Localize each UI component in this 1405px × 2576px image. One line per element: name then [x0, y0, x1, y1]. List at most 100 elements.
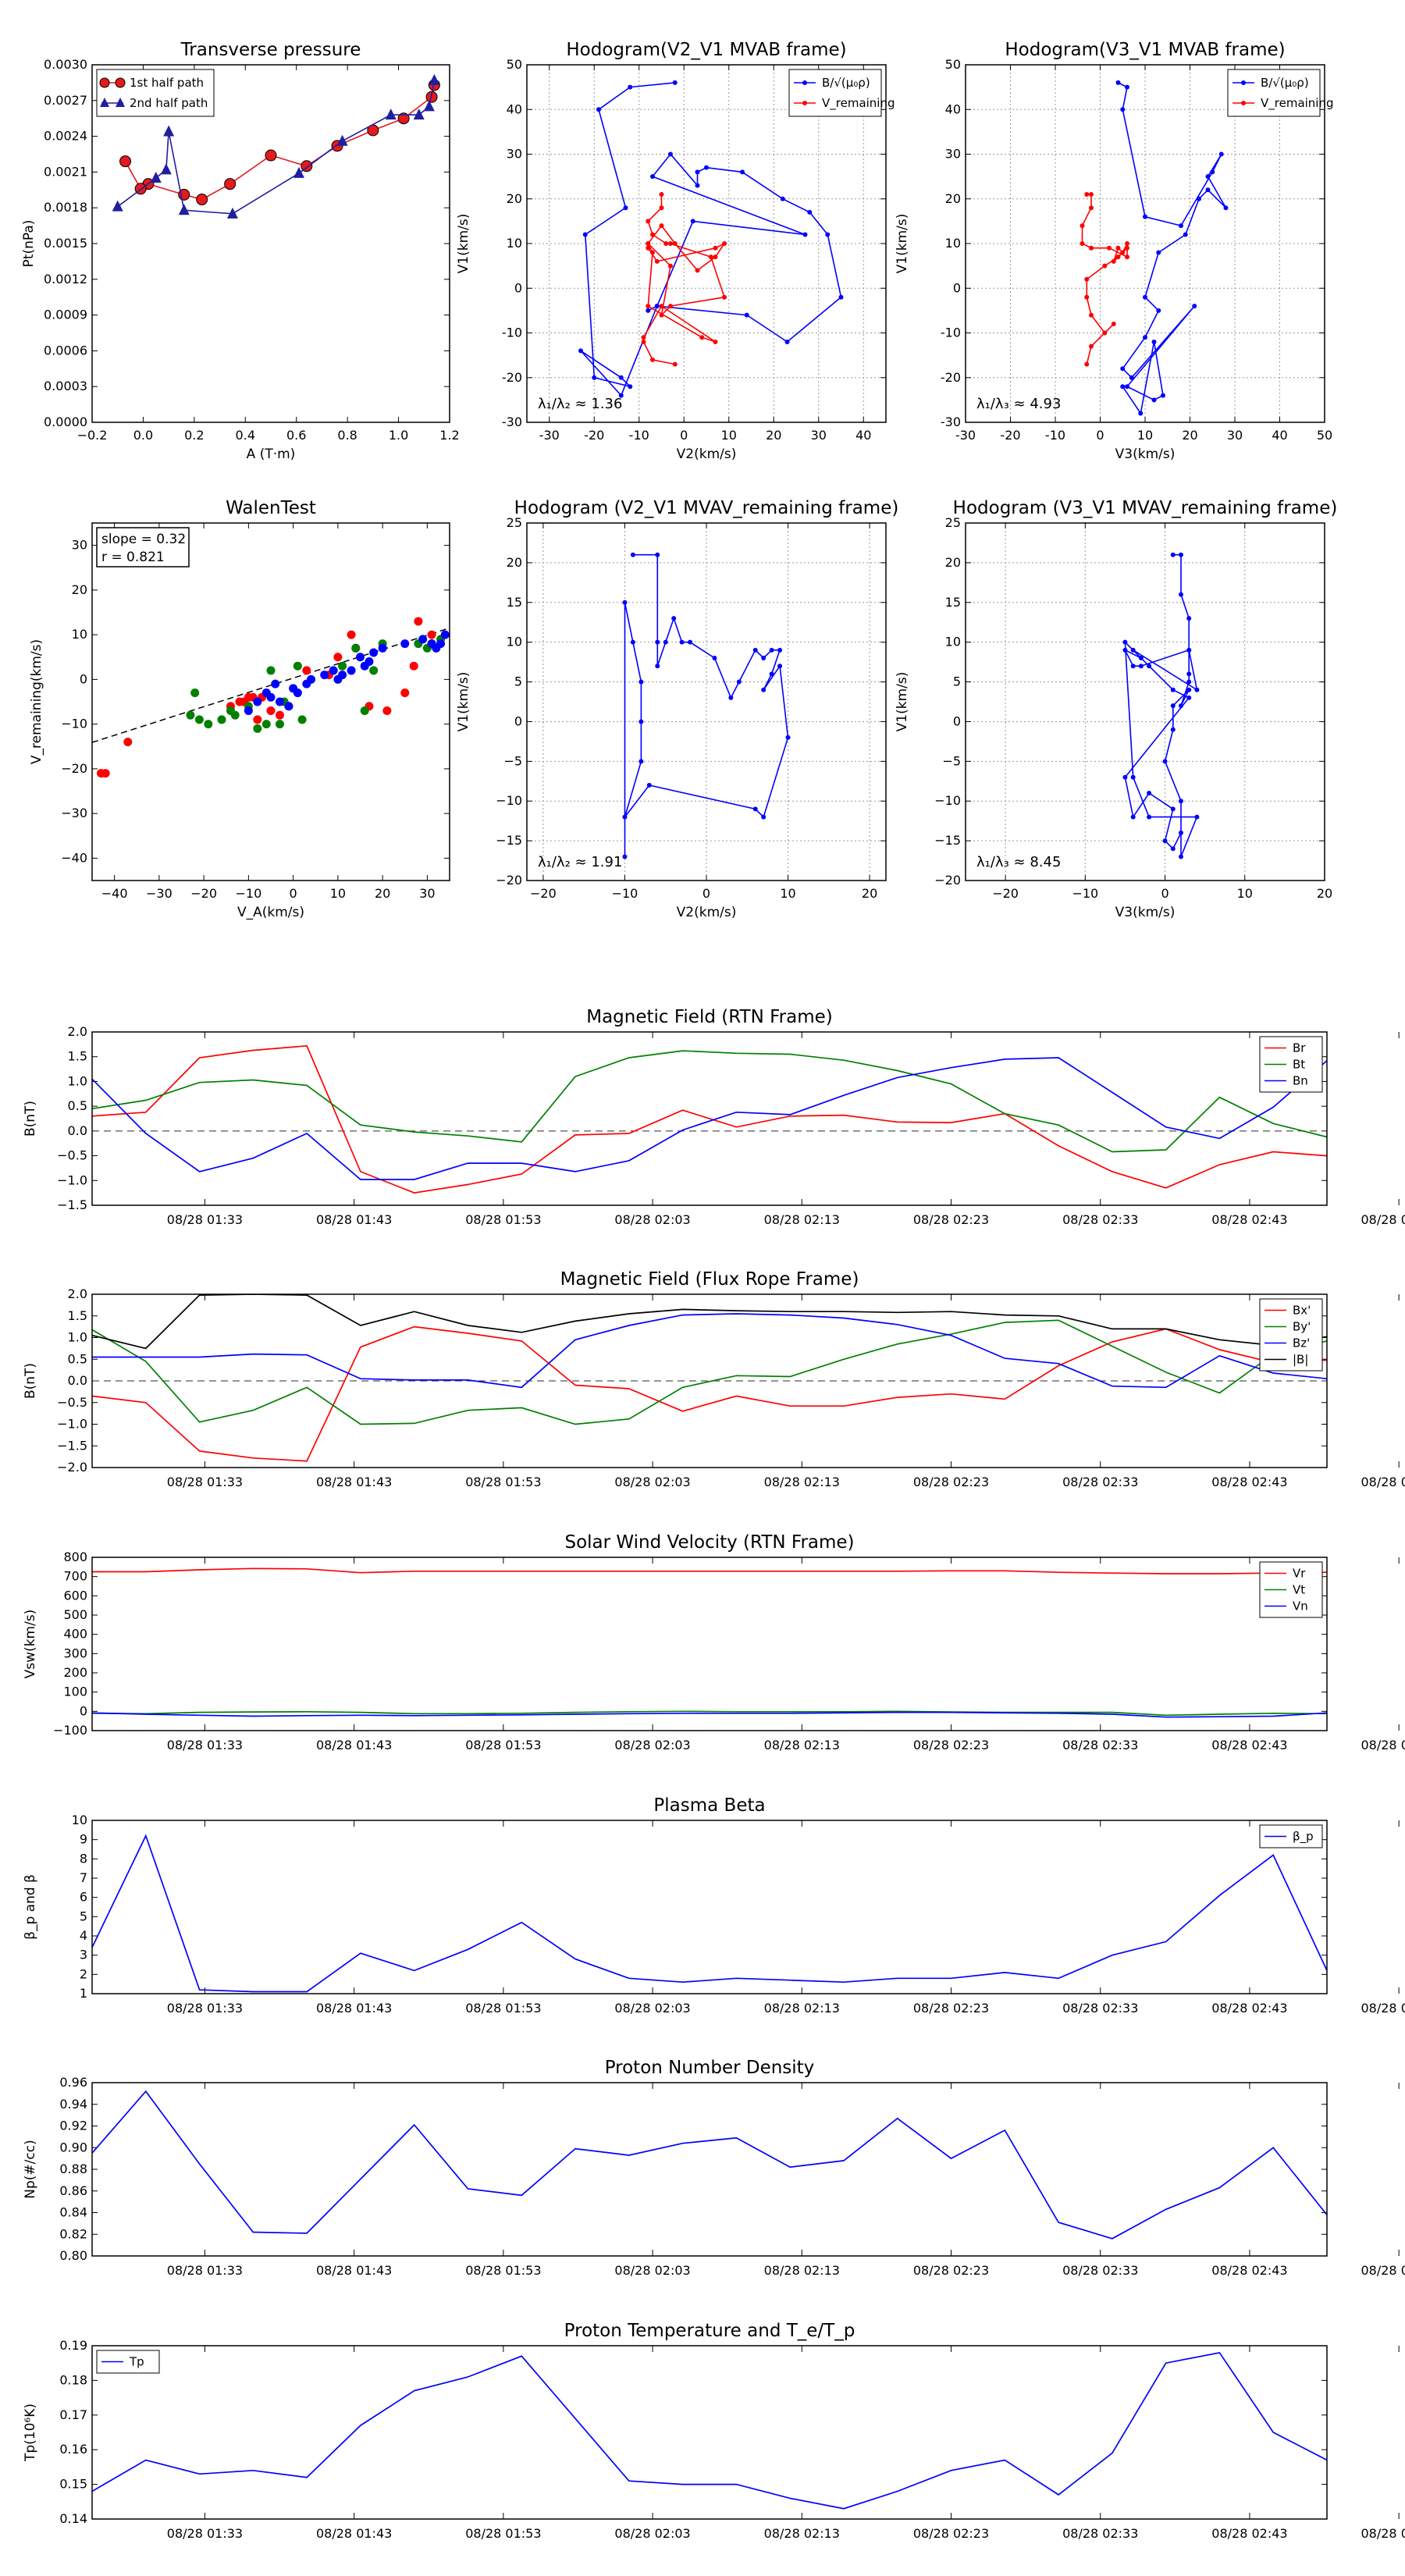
- y-tick-label: 0.0: [68, 1373, 87, 1388]
- data-point: [369, 666, 379, 675]
- data-point: [784, 339, 790, 344]
- x-tick-label: −0.2: [77, 428, 108, 443]
- data-point: [385, 109, 397, 120]
- y-tick-label: -20: [502, 370, 522, 385]
- data-point: [1147, 664, 1152, 669]
- y-tick-label: 40: [507, 101, 522, 116]
- legend-label: Tp: [129, 2355, 144, 2369]
- data-point: [659, 192, 664, 197]
- data-point: [623, 205, 628, 211]
- data-point: [360, 706, 369, 715]
- plot-frame: [965, 522, 1325, 881]
- data-point: [382, 706, 392, 715]
- y-tick-label: −10: [496, 793, 522, 808]
- data-point: [655, 552, 660, 557]
- series-p: [92, 1834, 1327, 1993]
- legend-label: By': [1293, 1320, 1311, 1334]
- data-point: [307, 674, 316, 684]
- data-point: [112, 200, 123, 212]
- data-point: [196, 194, 208, 206]
- legend-item-b: B/√(μ₀ρ): [794, 76, 870, 90]
- ratio-annotation: λ₁/λ₃ ≈ 8.45: [976, 854, 1061, 870]
- data-point: [708, 254, 713, 260]
- x-tick-label: 08/28 01:33: [167, 1212, 243, 1227]
- series-b: [92, 1294, 1327, 1350]
- series-2nd-half-path: [112, 73, 440, 219]
- plot-frame: [91, 2082, 1328, 2257]
- data-point: [641, 335, 646, 340]
- data-point: [628, 384, 633, 390]
- data-point: [695, 268, 700, 273]
- legend-item-vn: Vn: [1264, 1599, 1308, 1614]
- data-point: [659, 205, 664, 211]
- data-point: [650, 357, 655, 362]
- y-tick-label: 0.0030: [44, 57, 87, 72]
- y-tick-label: 20: [945, 555, 961, 570]
- y-tick-label: −10: [934, 793, 961, 808]
- data-point: [1122, 639, 1128, 645]
- data-point: [1186, 687, 1192, 692]
- data-point: [596, 107, 601, 112]
- data-point: [1125, 241, 1129, 246]
- ratio-annotation: λ₁/λ₂ ≈ 1.91: [538, 854, 622, 870]
- y-tick-label: 10: [507, 236, 522, 251]
- plot-frame: [91, 522, 450, 881]
- ratio-annotation: λ₁/λ₂ ≈ 1.36: [538, 396, 622, 412]
- stats-box: slope = 0.32 r = 0.821: [96, 527, 190, 568]
- data-point: [163, 125, 175, 137]
- data-point: [1161, 393, 1165, 398]
- data-point: [695, 169, 700, 175]
- legend-marker: [115, 77, 126, 88]
- data-point: [413, 109, 425, 120]
- y-tick-label: 200: [63, 1665, 87, 1680]
- data-point: [1205, 187, 1211, 193]
- series-bx: [92, 1325, 1327, 1462]
- data-point: [369, 648, 379, 657]
- data-point: [1089, 245, 1094, 251]
- y-tick-label: 1: [80, 1986, 87, 2001]
- legend-label: V_remaining: [1261, 96, 1334, 111]
- data-point: [622, 814, 628, 820]
- legend-marker: [99, 77, 110, 88]
- legend-item-1st-half-path: 1st half path: [99, 76, 204, 90]
- chart-hodo_v3_mvav: Hodogram (V3_V1 MVAV_remaining frame) −20…: [895, 498, 1337, 920]
- series-tp: [92, 2351, 1327, 2510]
- y-tick-label: −20: [61, 761, 87, 776]
- data-point: [722, 241, 727, 246]
- data-point: [1156, 308, 1161, 313]
- legend-marker: [802, 101, 807, 105]
- data-point: [1125, 384, 1129, 390]
- data-point: [266, 706, 276, 715]
- data-point: [1194, 687, 1200, 692]
- x-tick-label: 30: [1227, 428, 1243, 443]
- series-blue: [244, 630, 450, 715]
- data-point: [1130, 647, 1136, 653]
- data-point: [293, 166, 304, 178]
- y-tick-label: −100: [53, 1723, 87, 1738]
- data-point: [1210, 169, 1215, 175]
- data-point: [1151, 397, 1157, 403]
- data-point: [253, 715, 262, 724]
- data-point: [1125, 84, 1129, 90]
- data-point: [119, 155, 132, 168]
- data-point: [266, 692, 276, 702]
- y-tick-label: 0.96: [59, 2075, 87, 2090]
- y-tick-label: −40: [61, 850, 87, 865]
- legend-item-bx: Bx': [1264, 1304, 1311, 1318]
- y-tick-label: -30: [502, 415, 522, 429]
- plot-frame: [91, 2345, 1328, 2520]
- series-v-remaining: [641, 192, 727, 367]
- y-axis-label: V1(km/s): [895, 214, 910, 274]
- legend-marker: [1241, 80, 1246, 85]
- x-tick-label: 40: [855, 428, 871, 443]
- data-point: [1186, 679, 1192, 685]
- chart-hodo_v3_mvab: Hodogram(V3_V1 MVAB frame) -30 -20 -10 0 10 20…: [895, 40, 1334, 462]
- legend-item-bn: Bn: [1264, 1074, 1308, 1088]
- data-point: [1089, 192, 1094, 197]
- x-tick-label: -30: [539, 428, 560, 443]
- x-tick-label: 08/28 02:53: [1361, 2001, 1405, 2016]
- plot-area: [92, 617, 450, 778]
- x-tick-label: 08/28 02:13: [764, 1475, 840, 1489]
- data-point: [1084, 361, 1090, 367]
- data-point: [646, 782, 652, 788]
